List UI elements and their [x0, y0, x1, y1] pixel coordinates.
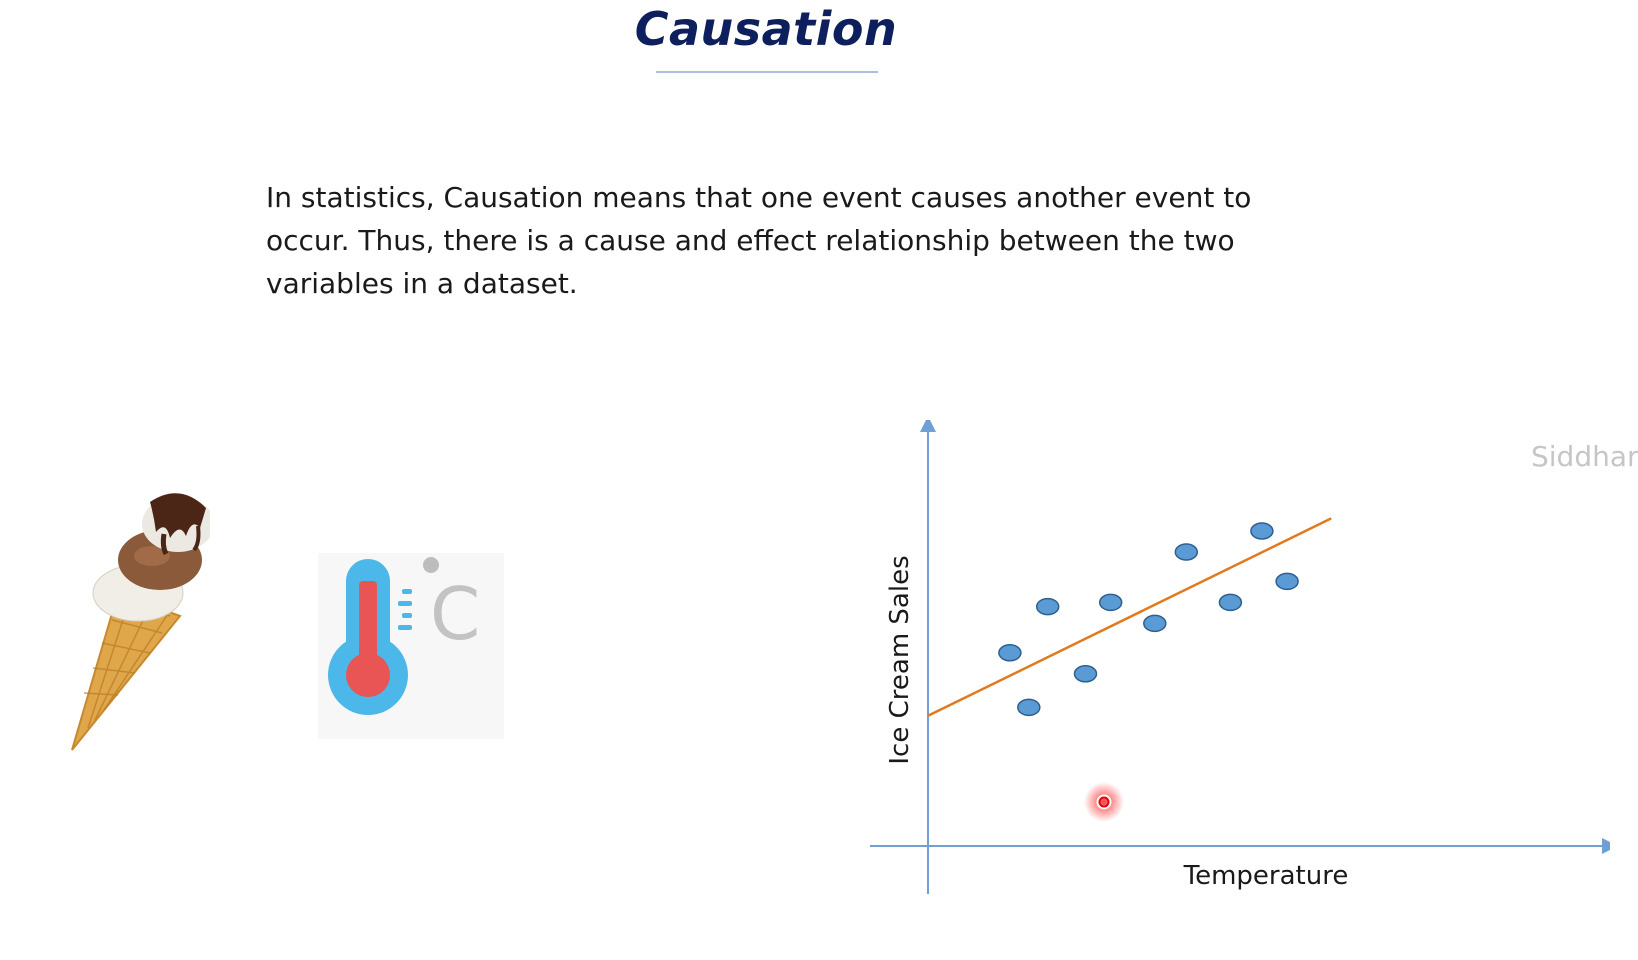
data-point [1073, 665, 1098, 683]
scatter-chart: Temperature Ice Cream Sales [870, 420, 1610, 894]
cursor-pointer-icon [1084, 782, 1124, 822]
data-point [1035, 597, 1060, 616]
data-point [1250, 522, 1274, 540]
title-underline [656, 71, 878, 73]
thermometer-unit-label: C [430, 572, 480, 656]
ice-cream-cone-icon [60, 488, 214, 753]
data-point [1275, 572, 1299, 591]
trend-line [927, 517, 1332, 717]
data-point [1017, 698, 1041, 717]
y-axis-label: Ice Cream Sales [885, 555, 915, 764]
body-paragraph: In statistics, Causation means that one … [266, 181, 1252, 300]
data-point [1218, 593, 1243, 612]
data-point [1174, 543, 1199, 561]
watermark-text: Siddhar [1531, 440, 1638, 473]
slide-title: Causation [634, 2, 898, 56]
data-point [998, 644, 1022, 662]
watermark-container: Siddhar [1531, 440, 1638, 490]
data-point [1143, 614, 1167, 633]
x-axis-label: Temperature [1183, 861, 1349, 891]
data-point [1098, 593, 1123, 612]
thermometer-celsius-icon: C [318, 553, 504, 739]
